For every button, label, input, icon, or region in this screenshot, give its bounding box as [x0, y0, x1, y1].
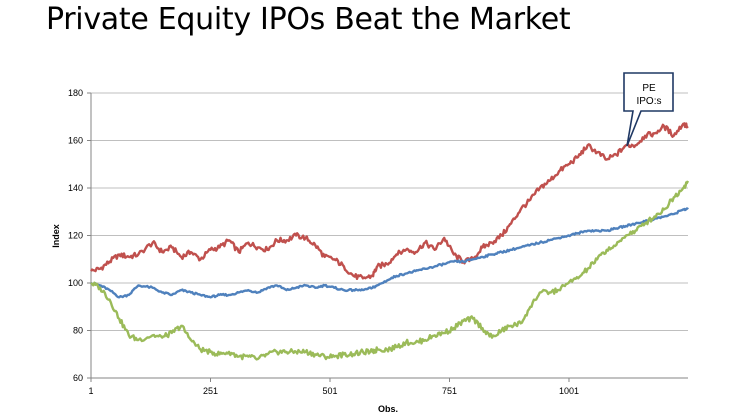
gridlines [91, 92, 688, 331]
slide-title: Private Equity IPOs Beat the Market [46, 2, 571, 37]
y-tick-label: 80 [73, 326, 83, 336]
axis-labels: Obs. Index [51, 224, 398, 414]
y-tick-label: 160 [68, 136, 83, 146]
x-axis-title: Obs. [378, 404, 398, 414]
x-tick-label: 1 [88, 386, 93, 396]
callout-text-line-1: PE [642, 83, 656, 94]
y-tick-label: 100 [68, 278, 83, 288]
pe-ipo-callout: PE IPO:s [623, 72, 674, 147]
y-tick-label: 60 [73, 373, 83, 383]
series-line-2 [90, 207, 689, 299]
series-line-1 [90, 122, 689, 280]
callout-text-line-2: IPO:s [636, 96, 661, 107]
y-axis-title: Index [51, 224, 61, 248]
axes: 60 80 100 120 140 160 180 1 251 501 751 1001 [68, 88, 688, 396]
x-tick-label: 1001 [559, 386, 579, 396]
x-tick-label: 251 [203, 386, 218, 396]
y-tick-label: 180 [68, 88, 83, 98]
y-tick-label: 140 [68, 183, 83, 193]
series-line-3 [90, 180, 690, 361]
series-lines [90, 122, 690, 361]
y-tick-label: 120 [68, 231, 83, 241]
x-tick-label: 751 [442, 386, 457, 396]
callout-box [623, 72, 674, 147]
x-tick-label: 501 [322, 386, 337, 396]
